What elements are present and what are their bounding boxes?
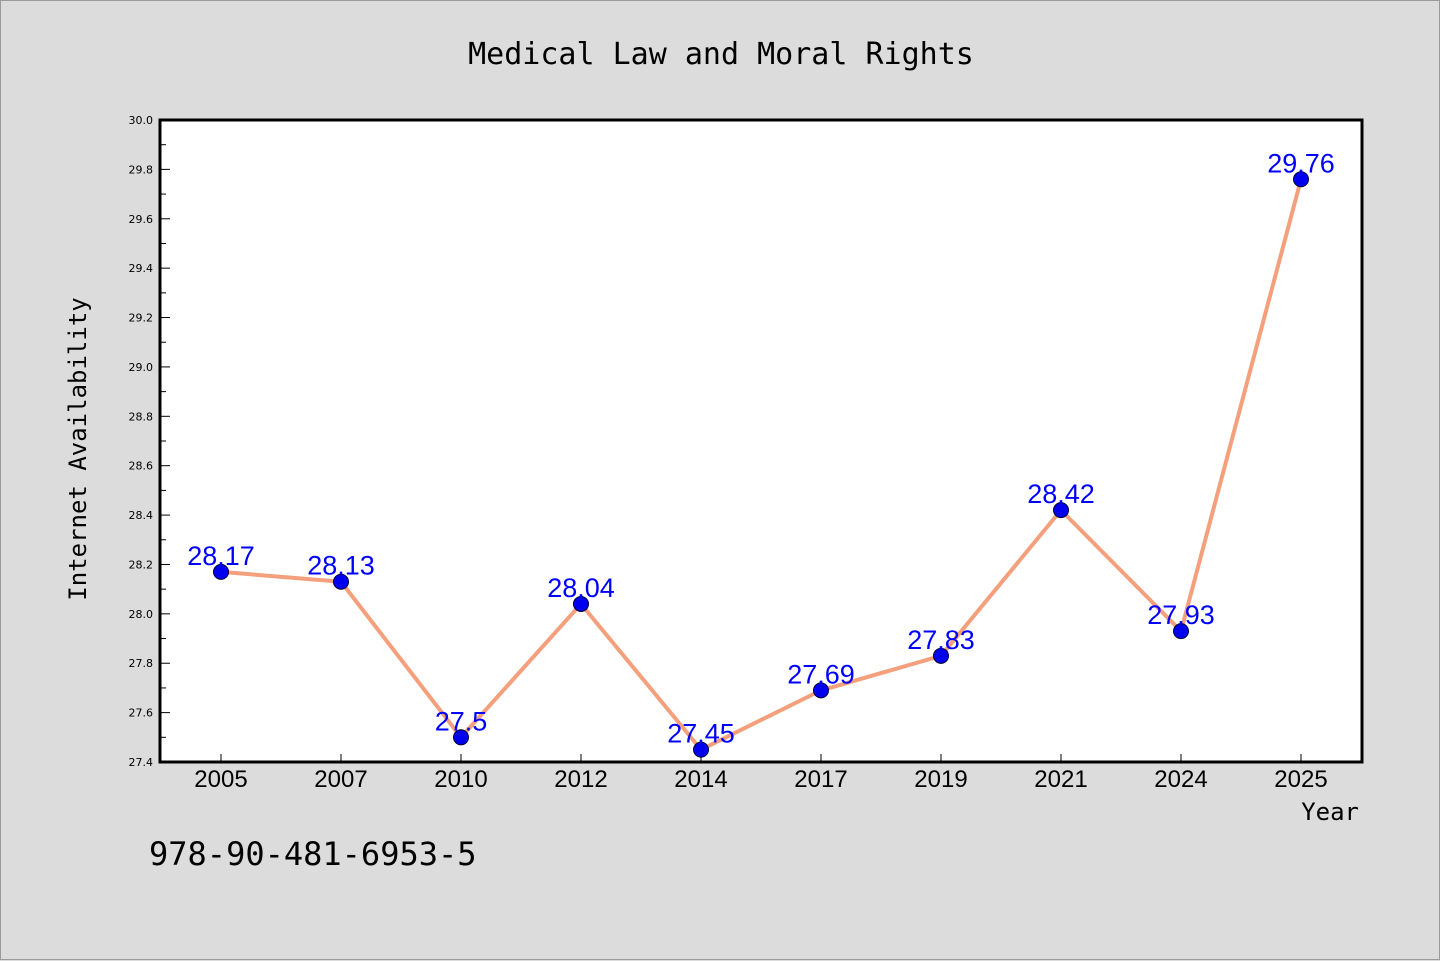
x-tick-label: 2025 <box>1274 766 1327 793</box>
data-point <box>213 563 229 580</box>
y-tick-label: 29.6 <box>129 213 154 226</box>
x-tick-label: 2010 <box>434 766 487 793</box>
data-point <box>693 741 709 758</box>
x-tick-label: 2019 <box>914 766 967 793</box>
plot-area <box>160 120 1362 762</box>
y-tick-label: 29.4 <box>129 262 154 275</box>
data-label: 27.5 <box>435 706 488 736</box>
series-line <box>219 177 1303 752</box>
x-tick-label: 2005 <box>194 766 247 793</box>
data-label: 27.93 <box>1147 600 1215 630</box>
y-tick-label: 29.0 <box>129 361 154 374</box>
x-tick-label: 2012 <box>554 766 607 793</box>
data-point <box>333 573 349 590</box>
data-label: 28.13 <box>307 551 375 581</box>
isbn-text: 978-90-481-6953-5 <box>149 835 477 873</box>
data-point <box>1053 502 1069 519</box>
y-tick-label: 28.0 <box>129 608 154 621</box>
chart-title: Medical Law and Moral Rights <box>468 37 974 72</box>
data-label: 28.17 <box>187 541 255 571</box>
y-tick-label: 28.6 <box>129 460 154 473</box>
data-label: 27.45 <box>667 719 735 749</box>
x-tick-label: 2007 <box>314 766 367 793</box>
x-tick-label: 2021 <box>1034 766 1087 793</box>
y-axis-label: Internet Availability <box>64 297 92 600</box>
y-tick-label: 28.2 <box>129 558 154 571</box>
y-tick-label: 29.8 <box>129 163 154 176</box>
x-axis-label: Year <box>1301 798 1359 826</box>
y-tick-label: 28.4 <box>129 509 154 522</box>
y-tick-label: 30.0 <box>129 114 154 127</box>
x-tick-label: 2024 <box>1154 766 1207 793</box>
data-point <box>1293 171 1309 188</box>
data-point <box>933 647 949 664</box>
data-point <box>813 682 829 699</box>
y-tick-label: 28.8 <box>129 410 154 423</box>
x-tick-label: 2017 <box>794 766 847 793</box>
data-point <box>1173 623 1189 640</box>
data-label: 28.42 <box>1027 479 1095 509</box>
y-tick-label: 27.8 <box>129 657 154 670</box>
plot-frame <box>158 118 1364 764</box>
x-tick-label: 2014 <box>674 766 727 793</box>
y-tick-label: 29.2 <box>129 312 154 325</box>
data-label: 27.83 <box>907 625 975 655</box>
data-point <box>453 729 469 746</box>
data-label: 29.76 <box>1267 148 1335 178</box>
data-point <box>573 595 589 612</box>
data-label: 27.69 <box>787 659 855 689</box>
y-tick-label: 27.4 <box>129 756 154 769</box>
y-tick-label: 27.6 <box>129 707 154 720</box>
data-label: 28.04 <box>547 573 615 603</box>
